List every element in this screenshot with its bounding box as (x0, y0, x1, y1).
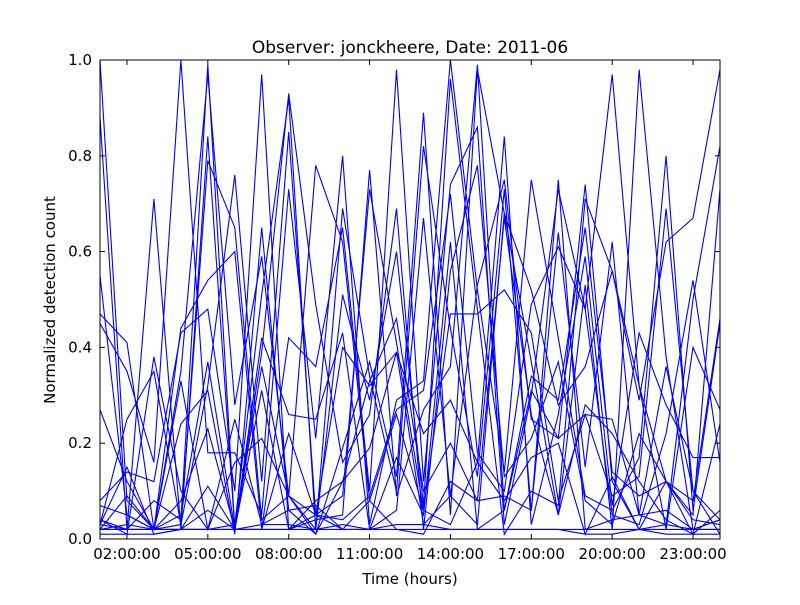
x-axis: 02:00:00 05:00:00 08:00:00 11:00:00 14:00:00… (93, 60, 727, 563)
x-axis-label: Time (hours) (361, 570, 457, 588)
y-tick-label: 0.4 (68, 338, 92, 356)
series-line-18 (100, 524, 720, 535)
series-line-9 (100, 74, 720, 531)
series-line-12 (100, 146, 720, 531)
x-tick-label: 17:00:00 (498, 545, 565, 563)
y-axis-label: Normalized detection count (41, 196, 59, 404)
x-tick-label: 14:00:00 (417, 545, 484, 563)
x-tick-label: 23:00:00 (659, 545, 726, 563)
y-tick-label: 1.0 (68, 51, 92, 69)
series-line-4 (100, 74, 720, 532)
series-line-1 (100, 60, 720, 536)
x-tick-label: 02:00:00 (93, 545, 160, 563)
series-line-13 (100, 241, 720, 535)
x-tick-label: 08:00:00 (255, 545, 322, 563)
y-tick-label: 0.2 (68, 434, 92, 452)
plot-frame (99, 59, 721, 540)
series-line-11 (100, 69, 720, 531)
series-line-2 (100, 69, 720, 530)
chart-title: Observer: jonckheere, Date: 2011-06 (252, 38, 568, 58)
y-tick-label: 0.6 (68, 243, 92, 261)
series-line-10 (100, 136, 720, 531)
series-line-15 (100, 179, 720, 531)
x-tick-label: 05:00:00 (174, 545, 241, 563)
y-tick-label: 0.0 (68, 530, 92, 548)
y-tick-label: 0.8 (68, 147, 92, 165)
x-tick-label: 20:00:00 (578, 545, 645, 563)
series-line-14 (100, 146, 720, 536)
x-tick-label: 11:00:00 (336, 545, 403, 563)
series-group (100, 60, 720, 536)
y-axis: 0.0 0.2 0.4 0.6 0.8 1.0 (68, 51, 720, 548)
